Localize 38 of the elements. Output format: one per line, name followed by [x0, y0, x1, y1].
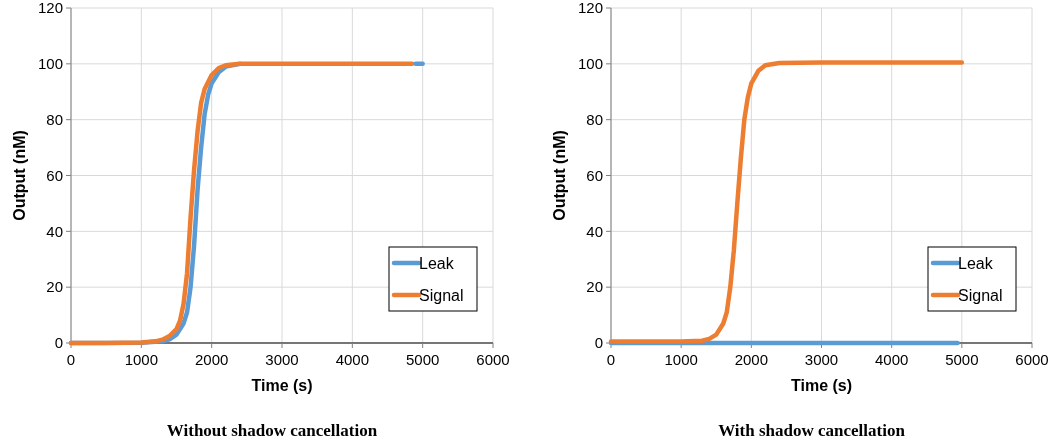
y-tick-label: 20	[586, 278, 603, 296]
x-tick-label: 2000	[734, 351, 769, 368]
x-tick-label: 5000	[945, 351, 979, 368]
y-tick-label: 100	[37, 55, 63, 73]
x-tick-label: 3000	[265, 351, 299, 368]
x-tick-label: 3000	[804, 351, 839, 368]
x-tick-label: 6000	[1015, 351, 1049, 368]
x-axis-title: Time (s)	[790, 377, 853, 394]
legend-label: Signal	[958, 287, 1003, 304]
y-tick-label: 60	[46, 166, 63, 184]
x-axis-title: Time (s)	[251, 377, 313, 394]
y-tick-label: 20	[46, 278, 63, 296]
y-tick-label: 60	[586, 166, 603, 184]
y-tick-label: 80	[46, 110, 63, 128]
x-tick-label: 4000	[335, 351, 370, 368]
x-tick-label: 1000	[124, 351, 159, 368]
x-tick-label: 2000	[194, 351, 229, 368]
y-tick-label: 120	[577, 0, 603, 17]
y-axis-title: Output (nM)	[551, 130, 568, 221]
x-tick-label: 4000	[874, 351, 909, 368]
y-tick-label: 40	[46, 222, 63, 240]
y-tick-label: 100	[577, 55, 603, 73]
text: With shadow cancellation	[718, 421, 906, 440]
y-tick-label: 120	[37, 0, 63, 17]
y-axis-title: Output (nM)	[11, 130, 28, 221]
x-tick-label: 1000	[664, 351, 698, 368]
x-tick-label: 6000	[476, 351, 510, 368]
y-tick-label: 80	[586, 110, 603, 128]
legend-label: Leak	[958, 255, 994, 272]
x-tick-label: 0	[66, 351, 76, 368]
text: Without shadow cancellation	[166, 421, 378, 440]
y-tick-label: 0	[594, 334, 603, 352]
x-tick-label: 0	[606, 351, 616, 368]
legend-label: Leak	[419, 255, 455, 272]
legend-label: Signal	[419, 287, 464, 304]
x-tick-label: 5000	[405, 351, 440, 368]
y-tick-label: 0	[54, 334, 63, 352]
y-tick-label: 40	[586, 222, 603, 240]
